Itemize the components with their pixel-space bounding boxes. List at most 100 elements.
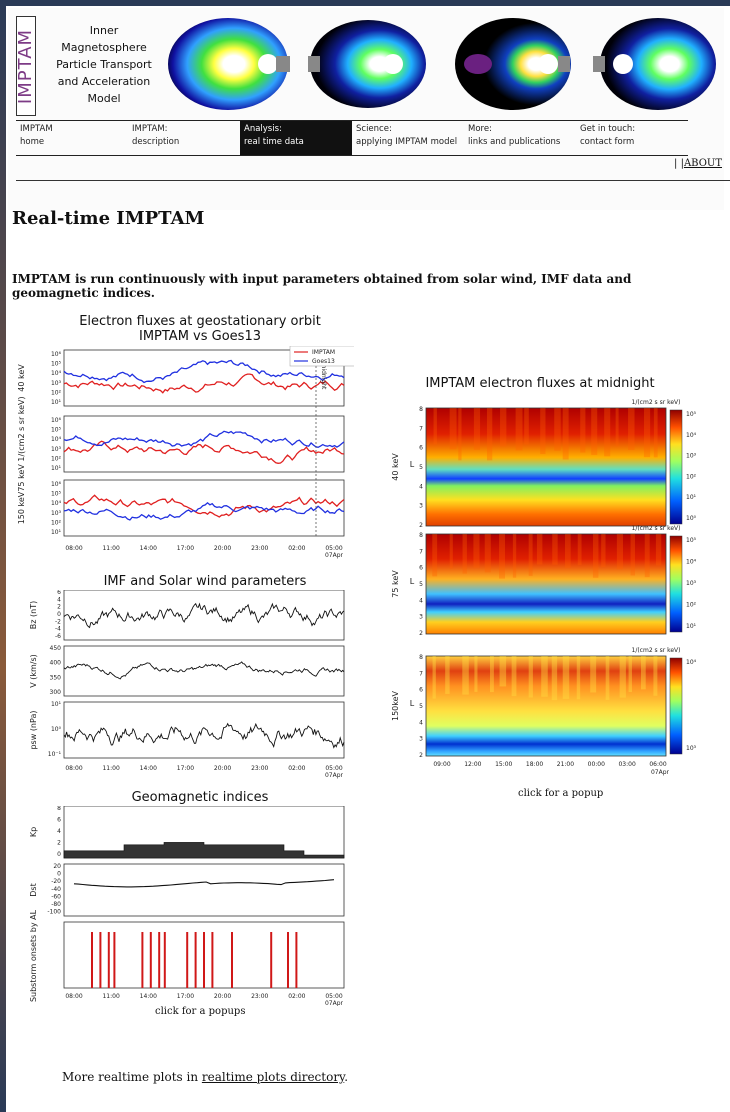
electron-flux-plot[interactable]: 10⁶ 10⁵ 10⁴ 10³ 10² 10¹ 40 keV 10⁶ 10⁵ 10⁴ 10³ 10² 1… (14, 346, 354, 566)
time-tick-label: 09:00 (433, 761, 450, 768)
row-axis-label: V (km/s) (29, 654, 38, 688)
row-axis-label: 150keV (391, 690, 400, 721)
l-tick-label: 3 (419, 736, 423, 743)
geo-popup-caption[interactable]: click for a popups (155, 1006, 246, 1017)
y-tick-label: 0 (57, 611, 61, 618)
colorbar (669, 409, 683, 525)
time-tick-label: 20:00 (214, 545, 231, 552)
flux-enhancement-stripe (554, 408, 561, 451)
y-tick-label: 10¹ (51, 399, 62, 406)
nav-item-contact[interactable]: Get in touch: contact form (576, 121, 688, 155)
flux-enhancement-stripe (562, 656, 570, 699)
flux-enhancement-stripe (644, 534, 650, 578)
colorbar-tick-label: 10¹ (686, 494, 697, 501)
time-tick-label: 18:00 (526, 761, 543, 768)
l-axis-label: L (410, 460, 415, 469)
nav-item-line: Get in touch: (580, 124, 636, 134)
flux-enhancement-stripe (445, 656, 450, 694)
flux-enhancement-stripe (630, 534, 635, 576)
y-tick-label: -100 (47, 909, 61, 916)
electron-subplot-frame (63, 479, 345, 537)
l-tick-label: 5 (419, 464, 423, 471)
flux-enhancement-stripe (643, 408, 651, 458)
y-tick-label: 10⁴ (51, 370, 62, 377)
l-tick-label: 2 (419, 630, 423, 637)
flux-enhancement-stripe (473, 534, 480, 568)
y-tick-label: 10³ (51, 380, 62, 387)
imf-subplot-frame (63, 701, 345, 759)
date-tick-label: 07Apr (651, 769, 670, 776)
y-tick-label: 10¹ (51, 529, 62, 536)
nav-item-more[interactable]: More: links and publications (464, 121, 576, 155)
time-tick-label: 23:00 (251, 993, 268, 1000)
nav-item-analysis[interactable]: Analysis: real time data (240, 121, 352, 155)
time-tick-label: 14:00 (140, 765, 157, 772)
parameter-series-line (63, 661, 345, 680)
footer-text: More realtime plots in realtime plots di… (62, 1070, 348, 1084)
top-border (0, 0, 730, 6)
parameter-series-line (63, 602, 345, 629)
colorbar-tick-label: 10⁵ (686, 537, 697, 544)
colorbar-tick-label: 10³ (686, 453, 697, 460)
model-full-name: Inner Magnetosphere Particle Transport a… (44, 22, 164, 107)
nav-item-science[interactable]: Science: applying IMPTAM model (352, 121, 464, 155)
y-tick-label: 10¹ (51, 465, 62, 472)
logo[interactable]: IMPTAM (16, 16, 37, 116)
y-tick-label: 10² (51, 389, 62, 396)
nav-item-line: description (132, 137, 180, 147)
flux-enhancement-stripe (590, 656, 597, 693)
flux-enhancement-stripe (541, 656, 548, 697)
realtime-plots-directory-link[interactable]: realtime plots directory (201, 1070, 345, 1084)
about-link[interactable]: ABOUT (683, 158, 722, 169)
nav-item-line: IMPTAM (20, 124, 53, 134)
electron-title-line1: Electron fluxes at geostationary orbit (79, 314, 321, 329)
y-tick-label: 10² (51, 455, 62, 462)
flux-enhancement-stripe (473, 408, 481, 450)
flux-enhancement-stripe (511, 656, 517, 697)
flux-enhancement-stripe (628, 408, 635, 451)
time-tick-label: 14:00 (140, 993, 157, 1000)
flux-enhancement-stripe (592, 534, 599, 578)
l-tick-label: 8 (419, 532, 423, 539)
y-tick-label: -60 (51, 893, 61, 900)
date-tick-label: 07Apr (325, 1000, 344, 1006)
flux-enhancement-stripe (489, 656, 494, 693)
left-border (0, 0, 6, 1112)
nav-item-description[interactable]: IMPTAM: description (128, 121, 240, 155)
imf-subplot-frame (63, 590, 345, 641)
row-axis-label: Bz (nT) (29, 601, 38, 629)
midnight-popup-caption[interactable]: click for a popup (518, 788, 604, 799)
flux-enhancement-stripe (619, 656, 626, 698)
y-tick-label: 4 (57, 828, 61, 835)
flux-enhancement-stripe (605, 656, 610, 700)
l-tick-label: 2 (419, 522, 423, 529)
model-name-line: Magnetosphere (61, 41, 147, 54)
l-tick-label: 8 (419, 654, 423, 661)
colorbar-unit-label: 1/(cm2 s sr keV) (632, 647, 681, 654)
y-tick-label: 10² (51, 519, 62, 526)
flux-enhancement-stripe (562, 408, 569, 460)
time-tick-label: 05:00 (325, 545, 342, 552)
flux-enhancement-stripe (552, 534, 558, 565)
y-tick-label: 10⁶ (51, 417, 62, 424)
model-name-line: Particle Transport (56, 58, 152, 71)
imptam-series-line (63, 373, 345, 394)
date-tick-label: 07Apr (325, 772, 344, 779)
time-tick-label: 02:00 (288, 545, 305, 552)
y-tick-label: 6 (57, 817, 61, 824)
legend-label-goes13: Goes13 (312, 358, 335, 365)
midnight-flux-spectrogram[interactable]: 1/(cm2 s sr keV) 8 7 6 5 4 3 2 L 40 keV 10⁵ 10⁴ 10³ 1… (384, 392, 714, 782)
l-tick-label: 2 (419, 752, 423, 759)
y-tick-label: 450 (50, 645, 62, 652)
y-tick-label: 10⁵ (51, 491, 62, 498)
flux-enhancement-stripe (576, 656, 581, 700)
flux-enhancement-stripe (604, 408, 611, 457)
colorbar-tick-label: 10³ (686, 745, 697, 752)
about-area: | |ABOUT (674, 158, 722, 169)
intro-text: IMPTAM is run continuously with input pa… (12, 272, 632, 300)
nav-item-home[interactable]: IMPTAM home (16, 121, 128, 155)
page-title: Real-time IMPTAM (12, 208, 205, 229)
time-tick-label: 03:00 (618, 761, 635, 768)
